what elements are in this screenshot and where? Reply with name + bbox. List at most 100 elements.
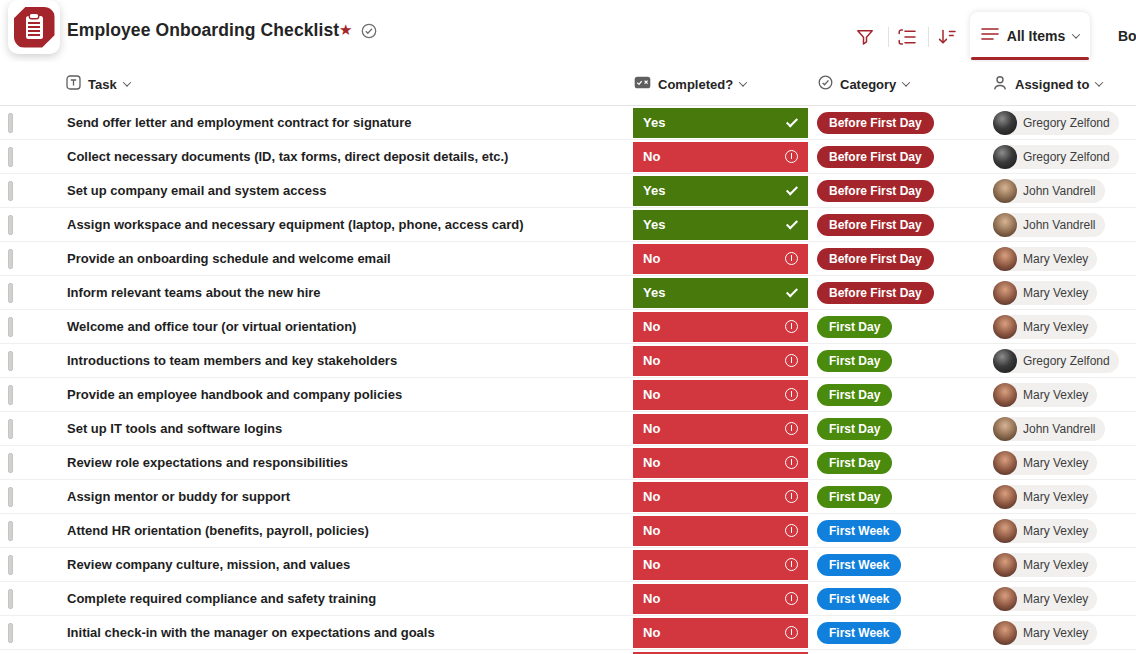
completed-cell[interactable]: No <box>633 312 808 342</box>
column-header-assigned-to[interactable]: Assigned to <box>992 62 1102 106</box>
table-row: Introductions to team members and key st… <box>0 344 1136 378</box>
task-cell[interactable]: Attend HR orientation (benefits, payroll… <box>67 514 369 548</box>
column-header-category[interactable]: Category <box>818 62 909 106</box>
category-badge[interactable]: First Day <box>817 452 892 474</box>
assignee-chip[interactable]: Gregory Zelfond <box>993 145 1119 169</box>
drag-handle[interactable] <box>8 521 13 541</box>
drag-handle[interactable] <box>8 589 13 609</box>
category-badge[interactable]: Before First Day <box>817 282 934 304</box>
completed-cell[interactable]: No <box>633 516 808 546</box>
table-row: Attend HR orientation (benefits, payroll… <box>0 514 1136 548</box>
drag-handle[interactable] <box>8 181 13 201</box>
category-badge[interactable]: Before First Day <box>817 180 934 202</box>
category-badge[interactable]: First Week <box>817 554 901 576</box>
completed-cell[interactable]: No <box>633 550 808 580</box>
task-cell[interactable]: Send offer letter and employment contrac… <box>67 106 412 140</box>
category-badge[interactable]: First Week <box>817 520 901 542</box>
app-icon-tile[interactable] <box>8 0 60 54</box>
completed-cell[interactable]: No <box>633 584 808 614</box>
sort-icon[interactable] <box>938 29 957 49</box>
category-badge[interactable]: First Day <box>817 316 892 338</box>
task-cell[interactable]: Introductions to team members and key st… <box>67 344 397 378</box>
completed-cell[interactable]: Yes <box>633 278 808 308</box>
assignee-chip[interactable]: Mary Vexley <box>993 587 1097 611</box>
completed-cell[interactable]: No <box>633 618 808 648</box>
assignee-chip[interactable]: Mary Vexley <box>993 315 1097 339</box>
assignee-chip[interactable]: Mary Vexley <box>993 519 1097 543</box>
task-cell[interactable]: Provide an onboarding schedule and welco… <box>67 242 391 276</box>
task-cell[interactable]: Provide an employee handbook and company… <box>67 378 402 412</box>
warning-circle-icon <box>785 422 798 435</box>
completed-cell[interactable]: No <box>633 414 808 444</box>
drag-handle[interactable] <box>8 351 13 371</box>
drag-handle[interactable] <box>8 419 13 439</box>
category-badge[interactable]: Before First Day <box>817 112 934 134</box>
category-badge[interactable]: Before First Day <box>817 146 934 168</box>
task-cell[interactable]: Initial check-in with the manager on exp… <box>67 616 435 650</box>
assignee-name: Mary Vexley <box>1023 320 1088 334</box>
drag-handle[interactable] <box>8 113 13 133</box>
completed-cell[interactable]: Yes <box>633 108 808 138</box>
drag-handle[interactable] <box>8 283 13 303</box>
assignee-chip[interactable]: Gregory Zelfond <box>993 111 1119 135</box>
assignee-chip[interactable]: John Vandrell <box>993 213 1105 237</box>
group-by-icon[interactable] <box>898 29 917 49</box>
assignee-chip[interactable]: John Vandrell <box>993 179 1105 203</box>
assignee-chip[interactable]: Mary Vexley <box>993 451 1097 475</box>
task-cell[interactable]: Complete required compliance and safety … <box>67 582 376 616</box>
drag-handle[interactable] <box>8 249 13 269</box>
category-badge[interactable]: First Week <box>817 588 901 610</box>
task-cell[interactable]: Assign workspace and necessary equipment… <box>67 208 524 242</box>
assignee-chip[interactable]: Mary Vexley <box>993 621 1097 645</box>
category-badge[interactable]: First Day <box>817 418 892 440</box>
drag-handle[interactable] <box>8 317 13 337</box>
completed-cell[interactable]: No <box>633 448 808 478</box>
completed-cell[interactable]: No <box>633 244 808 274</box>
filter-icon[interactable] <box>856 29 874 50</box>
task-cell[interactable]: Review company culture, mission, and val… <box>67 548 350 582</box>
task-cell[interactable]: Inform relevant teams about the new hire <box>67 276 321 310</box>
completed-cell[interactable]: Yes <box>633 176 808 206</box>
assignee-chip[interactable]: Mary Vexley <box>993 553 1097 577</box>
drag-handle[interactable] <box>8 215 13 235</box>
completed-cell[interactable]: Yes <box>633 210 808 240</box>
category-badge[interactable]: First Day <box>817 350 892 372</box>
tab-board-partial[interactable]: Bo <box>1118 12 1136 60</box>
assignee-chip[interactable]: Mary Vexley <box>993 485 1097 509</box>
drag-handle[interactable] <box>8 385 13 405</box>
task-cell[interactable]: Welcome and office tour (or virtual orie… <box>67 310 356 344</box>
drag-handle[interactable] <box>8 487 13 507</box>
checkmark-icon <box>786 183 798 195</box>
category-badge[interactable]: First Day <box>817 486 892 508</box>
task-cell[interactable]: Set up IT tools and software logins <box>67 412 282 446</box>
category-badge[interactable]: Before First Day <box>817 248 934 270</box>
assignee-chip[interactable]: Mary Vexley <box>993 281 1097 305</box>
drag-handle[interactable] <box>8 147 13 167</box>
task-cell[interactable]: Assign mentor or buddy for support <box>67 480 290 514</box>
drag-handle[interactable] <box>8 555 13 575</box>
favorite-star-icon[interactable]: ★ <box>339 21 352 39</box>
column-header-task[interactable]: Task <box>66 62 130 106</box>
drag-handle[interactable] <box>8 623 13 643</box>
assignee-chip[interactable]: John Vandrell <box>993 417 1105 441</box>
assignee-chip[interactable]: Mary Vexley <box>993 383 1097 407</box>
category-badge[interactable]: Before First Day <box>817 214 934 236</box>
completed-cell[interactable]: No <box>633 346 808 376</box>
completed-cell[interactable]: No <box>633 142 808 172</box>
task-cell[interactable]: Collect necessary documents (ID, tax for… <box>67 140 508 174</box>
category-badge[interactable]: First Week <box>817 622 901 644</box>
tab-all-items[interactable]: All Items <box>970 12 1090 60</box>
clipboard-icon <box>26 16 43 39</box>
drag-handle[interactable] <box>8 453 13 473</box>
task-cell[interactable]: Set up company email and system access <box>67 174 326 208</box>
assignee-chip[interactable]: Gregory Zelfond <box>993 349 1119 373</box>
task-cell[interactable]: Review role expectations and responsibil… <box>67 446 348 480</box>
completed-value: No <box>643 251 660 266</box>
assignee-chip[interactable]: Mary Vexley <box>993 247 1097 271</box>
assignee-name: Mary Vexley <box>1023 252 1088 266</box>
completed-cell[interactable]: No <box>633 482 808 512</box>
avatar <box>993 247 1017 271</box>
category-badge[interactable]: First Day <box>817 384 892 406</box>
completed-cell[interactable]: No <box>633 380 808 410</box>
column-header-completed[interactable]: Completed? <box>634 62 746 106</box>
